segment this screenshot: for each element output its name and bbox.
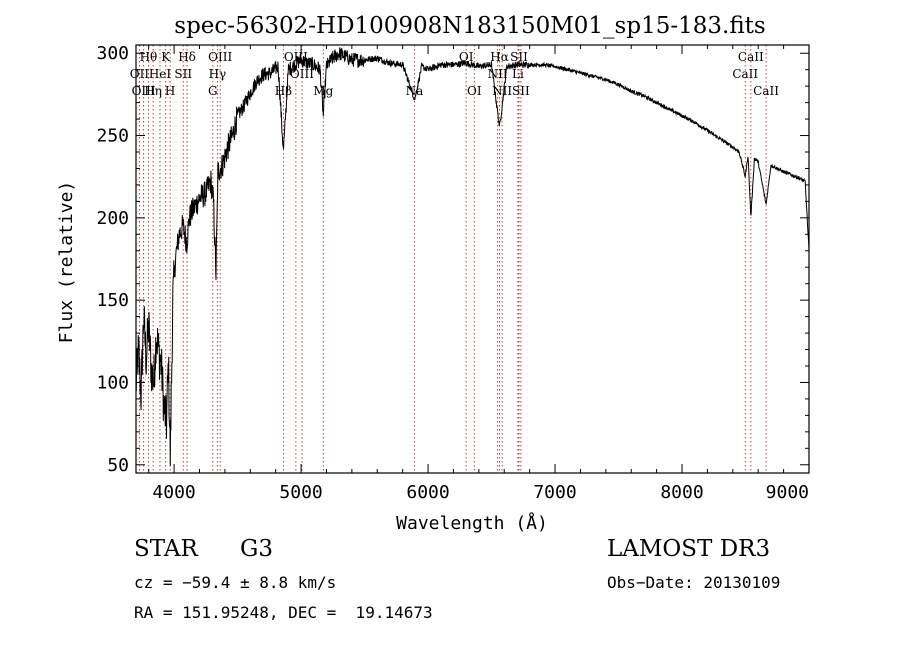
ra-dec: RA = 151.95248, DEC = 19.14673	[134, 603, 433, 622]
line-label: CaII	[753, 84, 779, 98]
line-label: NII	[492, 84, 512, 98]
y-tick-label: 250	[96, 126, 129, 147]
line-label: SII	[174, 67, 192, 81]
x-tick-label: 8000	[660, 482, 703, 503]
line-label: Hγ	[209, 67, 227, 81]
x-tick-label: 7000	[533, 482, 576, 503]
line-label: Na	[406, 84, 424, 98]
observation-date: Obs−Date: 20130109	[607, 573, 781, 592]
x-tick-label: 6000	[406, 482, 449, 503]
line-label: K	[161, 50, 171, 64]
y-axis-label: Flux (relative)	[56, 181, 77, 344]
line-label: Li	[512, 67, 524, 81]
line-label: H	[165, 84, 175, 98]
object-subclass: G3	[240, 536, 274, 562]
line-label: Hβ	[275, 84, 292, 98]
line-label: CaII	[738, 50, 764, 64]
y-tick-label: 100	[96, 372, 129, 393]
line-label: SII	[510, 50, 528, 64]
line-label: OI	[459, 50, 474, 64]
line-label: G	[208, 84, 218, 98]
axis-ticks: 4000 5000 6000 7000 8000 9000 50 100 150 200 250 30…	[96, 43, 810, 503]
x-tick-label: 9000	[766, 482, 809, 503]
line-label: OIII	[132, 84, 156, 98]
line-label: NII	[488, 67, 508, 81]
line-label: Hα	[490, 50, 509, 64]
redshift-cz: cz = −59.4 ± 8.8 km/s	[134, 573, 337, 592]
x-tick-label: 5000	[279, 482, 322, 503]
y-tick-label: 300	[96, 43, 129, 64]
line-label: Hθ	[140, 50, 158, 64]
chart-title: spec-56302-HD100908N183150M01_sp15-183.f…	[174, 13, 765, 39]
line-labels: Hθ OII OIII K Hη HeI H Hδ SII OIII Hγ G OIII OIII Hβ Mg…	[130, 50, 779, 98]
line-label: OI	[467, 84, 482, 98]
line-label: CaII	[732, 67, 758, 81]
line-label: Hη	[144, 84, 162, 98]
line-label: Hδ	[178, 50, 196, 64]
emission-line-markers	[138, 45, 767, 473]
spectrum-series	[135, 47, 810, 466]
y-tick-label: 50	[107, 455, 129, 476]
line-label: OII	[130, 67, 150, 81]
line-label: OIII	[290, 67, 314, 81]
line-label: Mg	[313, 84, 333, 98]
x-tick-label: 4000	[152, 482, 195, 503]
line-label: OIII	[284, 50, 308, 64]
line-label: SII	[512, 84, 530, 98]
object-class: STAR	[134, 536, 198, 562]
plot-frame	[135, 44, 810, 474]
line-label: HeI	[149, 67, 172, 81]
survey-name: LAMOST DR3	[607, 536, 771, 562]
line-label: OIII	[208, 50, 232, 64]
spectrum-line	[135, 47, 810, 466]
y-tick-label: 200	[96, 208, 129, 229]
y-tick-label: 150	[96, 290, 129, 311]
x-axis-label: Wavelength (Å)	[396, 512, 548, 534]
